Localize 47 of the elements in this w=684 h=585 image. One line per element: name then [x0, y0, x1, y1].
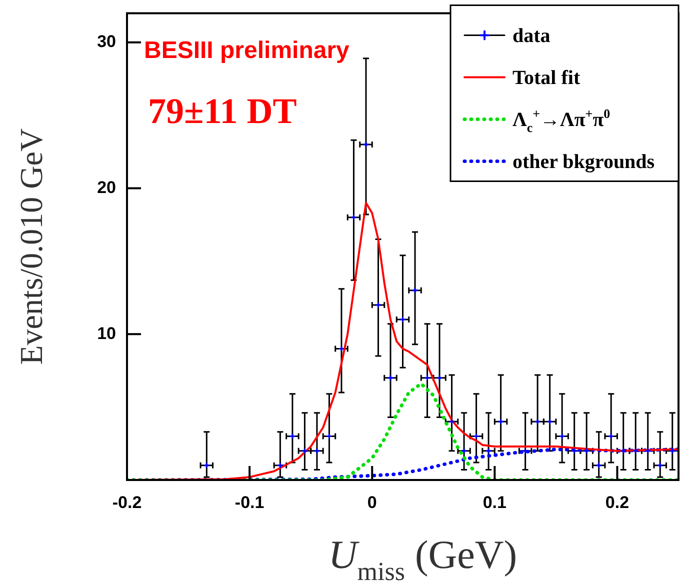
point [534, 418, 541, 425]
point [498, 418, 504, 425]
point [644, 448, 652, 454]
point [583, 448, 590, 454]
point [400, 316, 406, 323]
annotation: BESIII preliminary [144, 37, 350, 64]
x-tick-label: 0.1 [482, 492, 506, 512]
line-series [127, 382, 678, 480]
point [632, 448, 639, 454]
point [460, 448, 468, 454]
point [350, 214, 357, 221]
y-tick-label: 20 [97, 178, 116, 197]
point [448, 418, 456, 425]
x-tick-label: 0.2 [605, 492, 630, 512]
point [326, 432, 332, 440]
point [289, 432, 296, 440]
point [387, 374, 394, 382]
legend-label: Total fit [512, 67, 580, 90]
point [596, 462, 602, 469]
point [608, 432, 614, 440]
point [424, 374, 431, 382]
point [546, 418, 554, 425]
x-tick-label: -0.1 [234, 492, 264, 512]
point [656, 462, 664, 469]
x-tick-label: 0 [367, 492, 377, 512]
point [276, 462, 284, 469]
point [473, 432, 480, 440]
point [374, 302, 382, 308]
point [412, 287, 418, 294]
point [314, 448, 320, 454]
point [436, 374, 443, 382]
point [669, 448, 676, 454]
point [620, 448, 627, 454]
y-tick-label: 10 [97, 324, 116, 343]
x-tick-label: -0.2 [112, 492, 142, 512]
point [338, 345, 345, 352]
point [362, 141, 370, 148]
legend-label: data [512, 25, 550, 48]
point [203, 462, 210, 469]
y-axis-title: Events/0.010 GeV [13, 128, 49, 365]
y-tick-label: 30 [97, 32, 116, 52]
point [485, 448, 492, 454]
legend-label: other bkgrounds [512, 151, 655, 174]
point [301, 448, 308, 454]
point [571, 448, 578, 454]
point [558, 432, 566, 440]
annotation: 79±11 DT [148, 91, 297, 132]
